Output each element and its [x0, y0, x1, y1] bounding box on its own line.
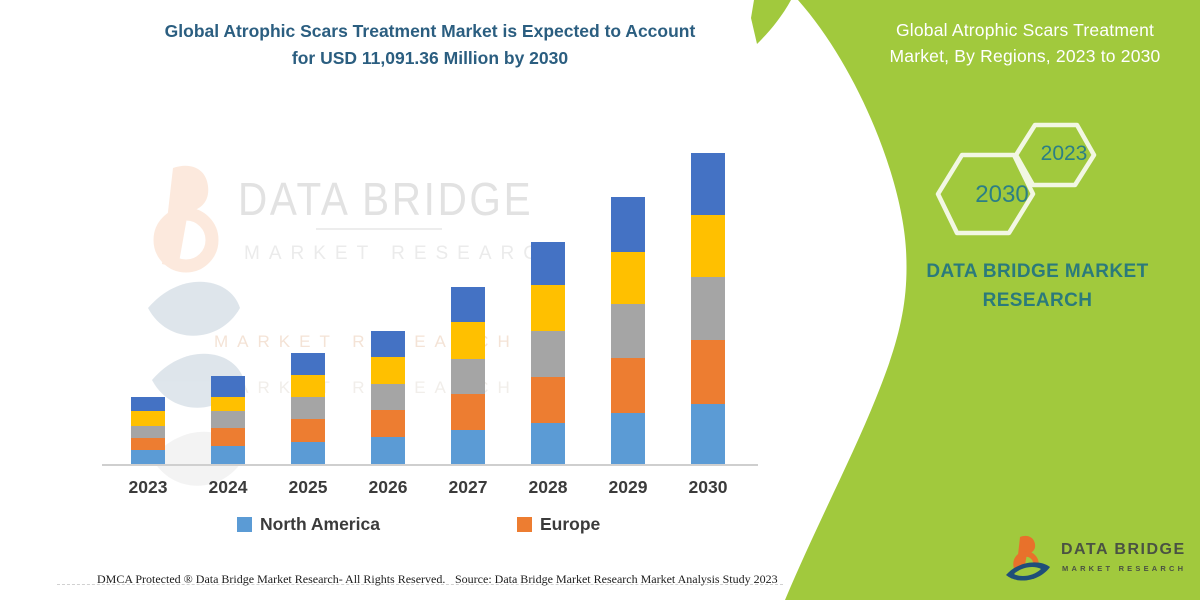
bar-2027-segment-europe — [451, 393, 485, 430]
hexagon-2030-outline — [935, 152, 1036, 236]
page-title: Global Atrophic Scars Treatment Market i… — [120, 18, 740, 72]
side-panel-heading-line2: Market, By Regions, 2023 to 2030 — [889, 46, 1161, 66]
page-title-line1: Global Atrophic Scars Treatment Market i… — [164, 21, 696, 41]
bar-2023-segment-unlabeled-region-yellow — [131, 410, 165, 426]
bar-2025-segment-unlabeled-region-yellow — [291, 374, 325, 398]
bar-2026-segment-unlabeled-region-yellow — [371, 357, 405, 385]
bar-2024-segment-north-america — [211, 446, 245, 464]
bar-2027-segment-unlabeled-region-gray — [451, 358, 485, 394]
legend-swatch-north-america — [237, 517, 252, 532]
hexagon-badges: 2030 2023 — [925, 118, 1110, 243]
bar-2023-segment-north-america — [131, 450, 165, 464]
x-axis-label-2030: 2030 — [688, 477, 728, 497]
bar-2025-segment-unlabeled-region-blue — [291, 352, 325, 375]
stacked-bar-chart — [102, 140, 758, 466]
bar-2023-segment-unlabeled-region-blue — [131, 396, 165, 411]
footer-source-text: Source: Data Bridge Market Research Mark… — [455, 572, 778, 586]
bar-2029 — [611, 197, 645, 464]
bar-2023-segment-unlabeled-region-gray — [131, 425, 165, 438]
legend-swatch-europe — [517, 517, 532, 532]
bar-2026 — [371, 330, 405, 464]
x-axis-label-2023: 2023 — [128, 477, 168, 497]
footer-dashed-divider — [57, 584, 783, 585]
bar-2028-segment-unlabeled-region-blue — [531, 242, 565, 286]
bar-2028 — [531, 242, 565, 464]
x-axis-label-2028: 2028 — [528, 477, 568, 497]
bar-2029-segment-north-america — [611, 412, 645, 464]
bar-2028-segment-unlabeled-region-yellow — [531, 285, 565, 331]
x-axis-label-2027: 2027 — [448, 477, 488, 497]
data-bridge-logo: DATA BRIDGE MARKET RESEARCH — [1004, 533, 1194, 588]
bar-2027-segment-unlabeled-region-yellow — [451, 322, 485, 359]
legend-item-europe: Europe — [517, 514, 600, 535]
bar-2024 — [211, 375, 245, 464]
logo-subtitle-text: MARKET RESEARCH — [1062, 564, 1187, 573]
bar-2027 — [451, 286, 485, 464]
page-title-line2: for USD 11,091.36 Million by 2030 — [291, 48, 569, 68]
legend-item-north-america: North America — [237, 514, 380, 535]
x-axis-line — [102, 464, 758, 466]
hexagon-2023-outline — [1013, 122, 1097, 188]
bar-2025-segment-unlabeled-region-gray — [291, 397, 325, 420]
bar-2024-segment-unlabeled-region-blue — [211, 375, 245, 397]
bar-2024-segment-europe — [211, 427, 245, 447]
x-axis-label-2029: 2029 — [608, 477, 648, 497]
side-panel-heading: Global Atrophic Scars Treatment Market, … — [860, 17, 1190, 69]
bar-2026-segment-unlabeled-region-blue — [371, 330, 405, 358]
bar-2025 — [291, 352, 325, 464]
green-panel-sliver — [751, 0, 791, 44]
bar-2024-segment-unlabeled-region-gray — [211, 411, 245, 428]
brand-text-line1: DATA BRIDGE MARKET — [926, 261, 1149, 282]
bar-2030-segment-north-america — [691, 403, 725, 464]
side-panel-brand-text: DATA BRIDGE MARKET RESEARCH — [905, 257, 1170, 315]
bar-2028-segment-europe — [531, 376, 565, 423]
bar-2030-segment-unlabeled-region-gray — [691, 276, 725, 341]
bar-2029-segment-unlabeled-region-blue — [611, 197, 645, 253]
bar-2028-segment-unlabeled-region-gray — [531, 330, 565, 377]
bar-2029-segment-europe — [611, 358, 645, 413]
bar-2027-segment-unlabeled-region-blue — [451, 286, 485, 323]
legend-label-north-america: North America — [260, 514, 380, 534]
logo-name-text: DATA BRIDGE — [1061, 541, 1186, 558]
bar-2028-segment-north-america — [531, 422, 565, 464]
x-axis-label-2025: 2025 — [288, 477, 328, 497]
bar-2030 — [691, 153, 725, 464]
bar-2027-segment-north-america — [451, 429, 485, 464]
bar-2026-segment-europe — [371, 410, 405, 438]
legend-label-europe: Europe — [540, 514, 601, 534]
hexagon-2030-label: 2030 — [975, 181, 1029, 208]
x-axis-label-2026: 2026 — [368, 477, 408, 497]
bar-2029-segment-unlabeled-region-gray — [611, 304, 645, 359]
bar-2023 — [131, 396, 165, 464]
bar-2026-segment-north-america — [371, 437, 405, 464]
bar-2023-segment-europe — [131, 437, 165, 451]
bar-2024-segment-unlabeled-region-yellow — [211, 396, 245, 412]
x-axis-labels: 2023 2024 2025 2026 2027 2028 2029 2030 — [108, 477, 758, 503]
bar-2025-segment-north-america — [291, 441, 325, 464]
brand-text-line2: RESEARCH — [982, 290, 1093, 311]
bar-2026-segment-unlabeled-region-gray — [371, 384, 405, 411]
side-panel-heading-line1: Global Atrophic Scars Treatment — [895, 20, 1155, 40]
x-axis-label-2024: 2024 — [208, 477, 248, 497]
bar-2030-segment-unlabeled-region-blue — [691, 153, 725, 216]
footer-dmca-text: DMCA Protected ® Data Bridge Market Rese… — [97, 572, 446, 586]
hexagon-2023-label: 2023 — [1040, 142, 1088, 165]
bar-2029-segment-unlabeled-region-yellow — [611, 252, 645, 305]
bar-2030-segment-unlabeled-region-yellow — [691, 215, 725, 277]
bar-2030-segment-europe — [691, 340, 725, 404]
data-bridge-logo-icon — [1006, 535, 1050, 581]
green-panel-shape — [785, 0, 1200, 600]
bar-2025-segment-europe — [291, 419, 325, 442]
hexagon-outlines-svg — [935, 122, 1097, 236]
